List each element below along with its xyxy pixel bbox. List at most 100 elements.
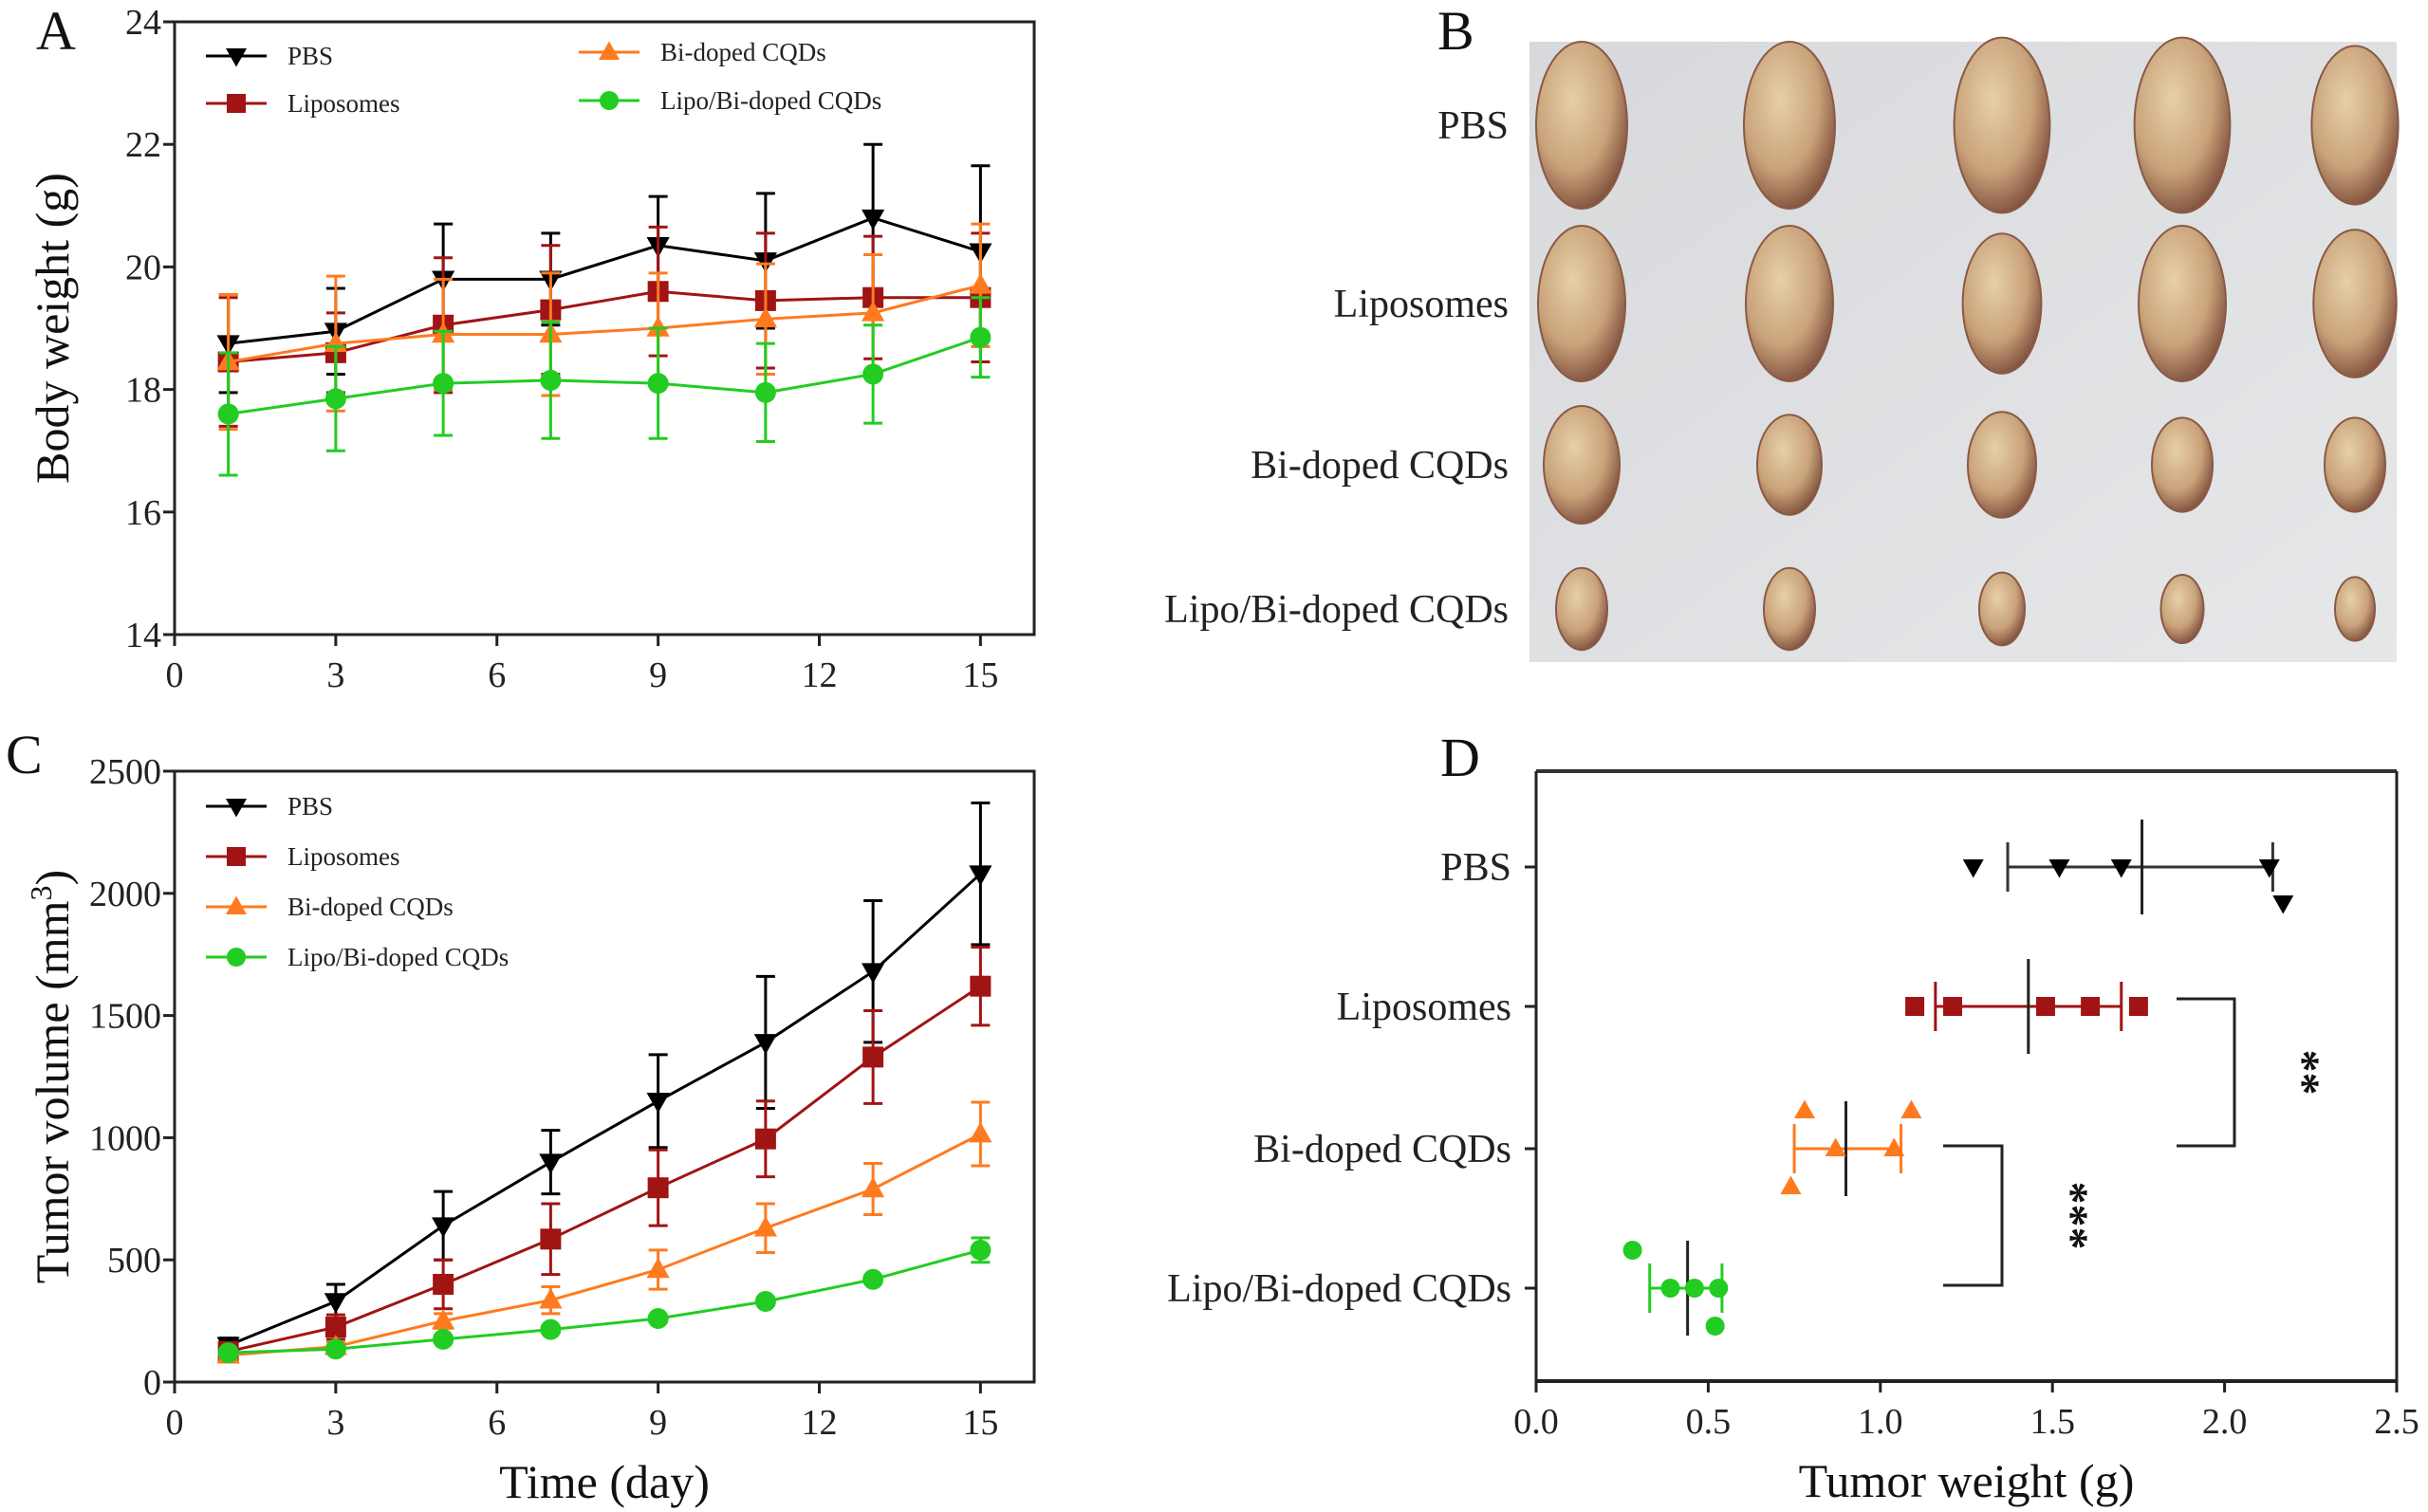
legend-item: Bi-doped CQDs: [579, 38, 826, 66]
data-point: [324, 1338, 346, 1360]
series-line: [228, 289, 981, 364]
y-tick-label: 14: [125, 616, 161, 655]
data-point: [862, 1268, 884, 1290]
data-point: [324, 1317, 346, 1338]
data-point: [2258, 859, 2280, 878]
data-point: [324, 1293, 347, 1314]
data-point: [1962, 859, 1984, 878]
x-tick-label: 3: [326, 655, 344, 695]
tumor-image: [1555, 566, 1608, 652]
data-point: [1793, 1099, 1815, 1118]
category-label: PBS: [1440, 846, 1511, 890]
photo-row-label-lipo-bi-doped-cqds: Lipo/Bi-doped CQDs: [1164, 588, 1509, 632]
data-point: [647, 1308, 669, 1330]
y-axis-title-text: Body weight (g): [26, 173, 79, 484]
tumor-image: [2151, 416, 2214, 513]
data-point: [862, 363, 884, 385]
tumor-image: [1967, 411, 2037, 519]
panel-label-d: D: [1440, 727, 1480, 788]
tumor-photo-panel: PBS Liposomes Bi-doped CQDs Lipo/Bi-doped C…: [1164, 36, 2400, 662]
y-axis-title-end: ): [26, 870, 79, 886]
data-point: [1622, 1241, 1642, 1260]
legend-marker: [226, 799, 247, 818]
y-axis-title-superscript: 3: [24, 885, 58, 900]
photo-row-label-liposomes: Liposomes: [1334, 283, 1509, 326]
data-point: [862, 1176, 885, 1198]
data-point: [753, 306, 777, 328]
x-tick-label: 1.5: [2030, 1402, 2075, 1442]
series-line: [228, 336, 981, 415]
tumor-image: [2159, 574, 2205, 644]
tumor-image: [1537, 225, 1626, 382]
y-axis-title: Body weight (g): [26, 173, 79, 484]
data-point: [1705, 1317, 1725, 1336]
data-point: [970, 1239, 992, 1261]
photo-row-label-pbs: PBS: [1437, 104, 1509, 148]
data-point: [540, 1318, 562, 1340]
y-tick-label: 2000: [89, 875, 161, 914]
y-tick-label: 2500: [89, 752, 161, 792]
data-point: [1709, 1279, 1729, 1298]
legend-label: PBS: [287, 42, 333, 70]
data-point: [753, 1034, 777, 1055]
x-tick-label: 15: [962, 1403, 998, 1443]
tumor-image: [2324, 416, 2386, 513]
legend-label: Bi-doped CQDs: [660, 38, 826, 66]
tumor-image: [1978, 571, 2026, 647]
data-point: [1825, 1137, 1846, 1156]
data-point: [2081, 997, 2101, 1016]
data-point: [2110, 859, 2132, 878]
x-tick-label: 1.0: [1858, 1402, 1903, 1442]
category-label: Liposomes: [1337, 986, 1511, 1029]
data-point: [969, 865, 992, 886]
photo-row-label-bi-doped-cqds: Bi-doped CQDs: [1251, 444, 1509, 488]
category-label: Bi-doped CQDs: [1253, 1128, 1511, 1171]
data-point: [646, 1092, 670, 1114]
y-axis-title-text: Tumor volume (mm: [26, 900, 79, 1283]
x-tick-label: 0: [166, 655, 184, 695]
data-point: [753, 1216, 777, 1237]
data-point: [1905, 997, 1925, 1016]
data-point: [540, 1228, 562, 1250]
legend-marker: [227, 847, 246, 866]
x-axis-title: Tumor weight (g): [1799, 1454, 2135, 1507]
legend-label: Liposomes: [287, 89, 400, 118]
series-lipo-bi-doped-cqds: [217, 296, 992, 477]
tumor-image: [2310, 45, 2400, 206]
legend-item: Lipo/Bi-doped CQDs: [579, 86, 881, 115]
x-tick-label: 2.0: [2202, 1402, 2248, 1442]
legend-marker: [227, 948, 246, 967]
y-tick-label: 0: [143, 1363, 161, 1403]
series-pbs: [216, 801, 992, 1358]
legend-label: PBS: [287, 792, 333, 821]
data-point: [540, 369, 562, 391]
y-tick-label: 22: [125, 125, 161, 165]
x-tick-label: 0.0: [1513, 1402, 1559, 1442]
tumor-image: [1535, 41, 1628, 210]
data-point: [217, 403, 239, 425]
data-point: [433, 1273, 454, 1295]
legend-item: Liposomes: [206, 89, 400, 118]
data-point: [970, 975, 992, 997]
series-lipo-bi-doped-cqds: [217, 1236, 992, 1364]
x-axis-title: Time (day): [499, 1455, 710, 1508]
y-tick-label: 16: [125, 493, 161, 533]
data-point: [2048, 859, 2070, 878]
series-liposomes: [217, 945, 992, 1362]
legend-label: Lipo/Bi-doped CQDs: [660, 86, 881, 115]
data-point: [647, 1177, 669, 1199]
category-label: Lipo/Bi-doped CQDs: [1167, 1267, 1511, 1311]
x-tick-label: 3: [326, 1403, 344, 1443]
x-tick-label: 0: [166, 1403, 184, 1443]
series-line: [228, 985, 982, 1354]
legend-marker: [226, 895, 247, 914]
tumor-image: [2312, 229, 2398, 378]
significance-bracket: [1943, 1144, 2004, 1287]
legend-marker: [600, 91, 619, 110]
tumor-image: [1961, 232, 2043, 375]
tumor-image: [1763, 566, 1816, 652]
data-point: [2035, 997, 2055, 1016]
tumor-image: [1745, 225, 1834, 382]
x-tick-label: 6: [488, 655, 506, 695]
